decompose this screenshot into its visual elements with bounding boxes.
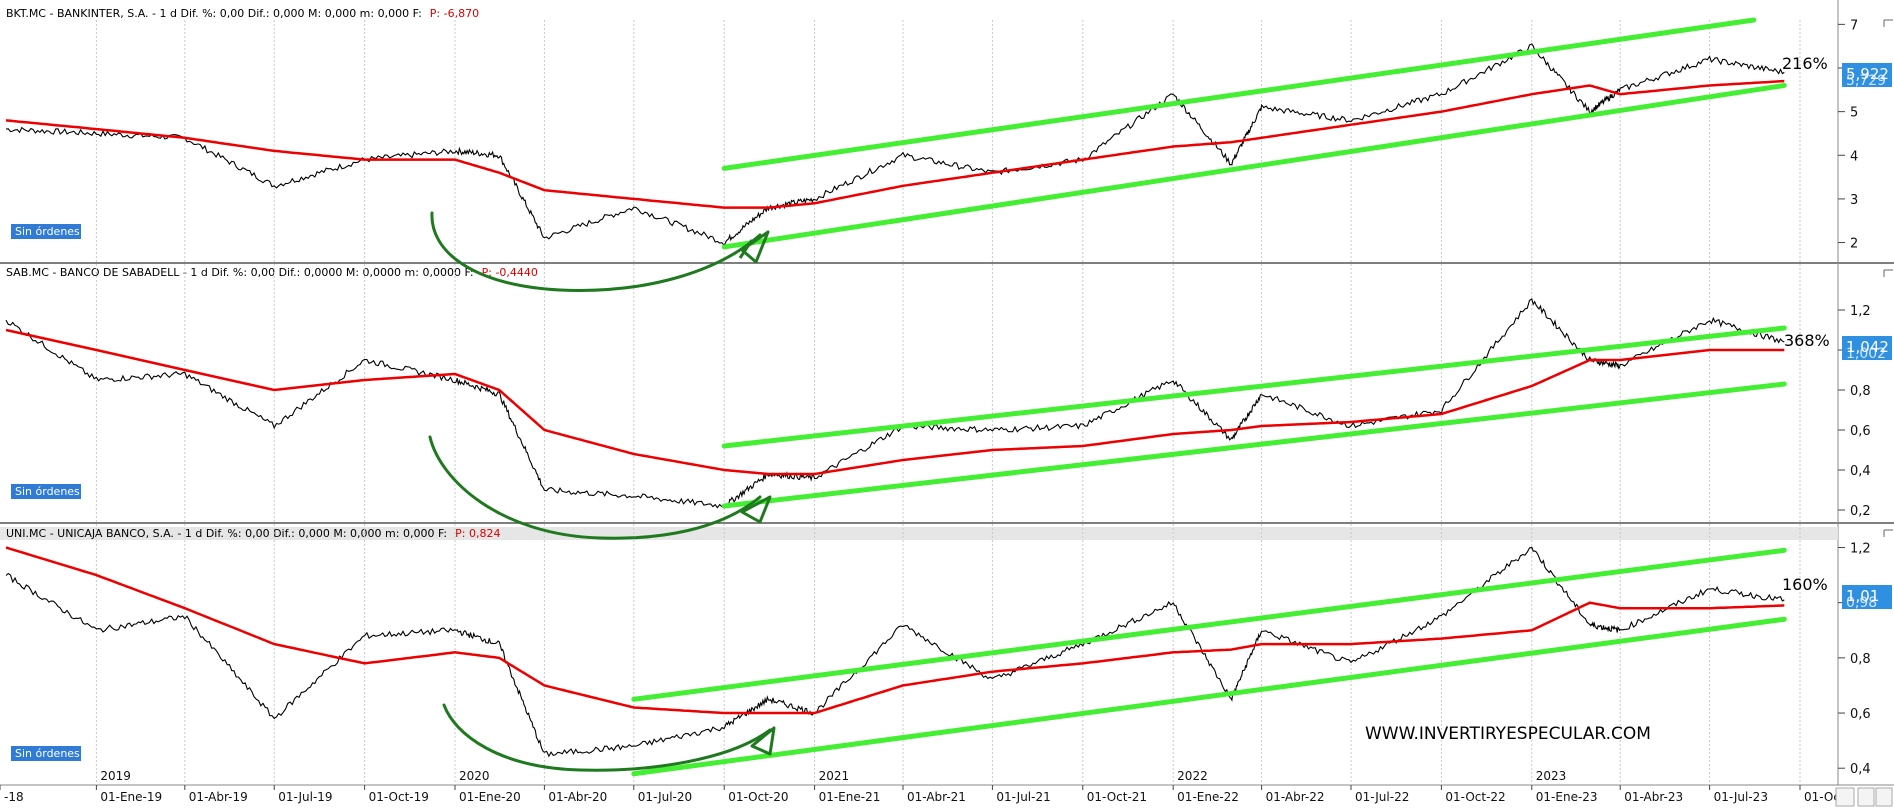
time-axis-label: 01-Oct-20 bbox=[728, 790, 788, 804]
time-axis-label: 01-Ene-19 bbox=[100, 790, 162, 804]
percent-label: 160% bbox=[1782, 575, 1828, 594]
trend-channel-upper bbox=[721, 325, 1787, 449]
last-price-tag: 0,98 1,01 bbox=[1842, 585, 1892, 611]
time-axis-label: 01-Ene-20 bbox=[459, 790, 521, 804]
orders-badge[interactable]: Sin órdenes bbox=[11, 484, 81, 499]
watermark: WWW.INVERTIRYESPECULAR.COM bbox=[1365, 724, 1651, 744]
time-axis-label: 01-Jul-23 bbox=[1714, 790, 1768, 804]
panel-maximize-icon[interactable] bbox=[1883, 529, 1893, 537]
time-axis-label: 01-Abr-21 bbox=[907, 790, 966, 804]
price-axis-label: 0,4 bbox=[1850, 464, 1871, 479]
svg-text:5,922: 5,922 bbox=[1846, 65, 1889, 83]
last-price-tag: 1,002 1,042 bbox=[1842, 336, 1892, 362]
time-axis-label: -18 bbox=[4, 790, 24, 804]
price-series-line bbox=[5, 546, 1785, 758]
scroll-controls[interactable] bbox=[1835, 787, 1893, 807]
orders-badge[interactable]: Sin órdenes bbox=[11, 224, 81, 239]
orders-badge[interactable]: Sin órdenes bbox=[11, 746, 81, 761]
time-axis-label: 01-Abr-23 bbox=[1624, 790, 1683, 804]
price-axis-label: 5 bbox=[1850, 106, 1858, 121]
price-axis-label: 7 bbox=[1850, 18, 1858, 33]
year-label: 2021 bbox=[819, 769, 850, 783]
price-axis-label: 0,4 bbox=[1850, 762, 1871, 777]
svg-text:1,002: 1,002 bbox=[1846, 346, 1886, 362]
percent-label: 368% bbox=[1784, 331, 1830, 350]
panel-title-bkt: BKT.MC - BANKINTER, S.A. - 1 d Dif. %: 0… bbox=[6, 7, 479, 20]
annotation-arrow-icon bbox=[750, 726, 776, 756]
time-axis-label: 01-Oct-21 bbox=[1087, 790, 1147, 804]
moving-average-line bbox=[5, 328, 1785, 476]
annotation-layer bbox=[428, 211, 776, 772]
time-axis-label: 01-Ene-23 bbox=[1536, 790, 1598, 804]
year-label: 2020 bbox=[459, 769, 490, 783]
moving-average-line bbox=[5, 79, 1785, 209]
svg-text:Sin órdenes: Sin órdenes bbox=[15, 225, 80, 238]
grid-layer bbox=[95, 20, 1801, 785]
price-axis-label: 1,2 bbox=[1850, 304, 1871, 319]
trend-channel-lower bbox=[721, 82, 1787, 250]
svg-text:5,729: 5,729 bbox=[1846, 73, 1886, 89]
moving-average-line bbox=[5, 546, 1785, 715]
annotation-arrow-icon bbox=[740, 495, 772, 524]
trend-channel-lower bbox=[631, 616, 1787, 777]
time-axis-label: 01-Jul-22 bbox=[1355, 790, 1409, 804]
panel-maximize-icon[interactable] bbox=[1883, 19, 1893, 27]
time-axis-label: 01-Jul-19 bbox=[278, 790, 332, 804]
panel-title-sab: SAB.MC - BANCO DE SABADELL - 1 d Dif. %:… bbox=[6, 266, 538, 279]
series-layer bbox=[5, 17, 1787, 777]
trend-channel-upper bbox=[721, 17, 1757, 171]
trend-channel-upper bbox=[631, 547, 1787, 702]
time-axis-label: 01-Abr-22 bbox=[1266, 790, 1325, 804]
price-axis-label: 0,6 bbox=[1850, 424, 1871, 439]
panel-header-bar bbox=[0, 527, 1838, 540]
price-axis-label: 0,2 bbox=[1850, 504, 1871, 519]
time-axis-label: 01-Jul-21 bbox=[996, 790, 1050, 804]
svg-text:Sin órdenes: Sin órdenes bbox=[15, 485, 80, 498]
annotation-curve bbox=[430, 211, 762, 292]
price-axis-label: 0,8 bbox=[1850, 384, 1871, 399]
annotation-curve bbox=[428, 435, 762, 540]
price-axis-label: 0,6 bbox=[1850, 707, 1871, 722]
year-label: 2022 bbox=[1177, 769, 1208, 783]
price-axis-label: 3 bbox=[1850, 193, 1858, 208]
time-axis-label: 01-Oct-19 bbox=[369, 790, 429, 804]
price-axis-label: 2 bbox=[1850, 237, 1858, 252]
svg-text:0,98: 0,98 bbox=[1846, 595, 1877, 611]
svg-text:1,01: 1,01 bbox=[1846, 587, 1879, 605]
time-axis-layer: -18 01-Ene-19 01-Abr-19 01-Jul-19 01-Oct-19 0… bbox=[0, 769, 1849, 804]
panel-title-uni: UNI.MC - UNICAJA BANCO, S.A. - 1 d Dif. … bbox=[6, 527, 500, 540]
time-axis-label: 01-Oct-22 bbox=[1445, 790, 1505, 804]
annotation-arrow-icon bbox=[738, 230, 770, 264]
last-price-tag: 5,729 5,922 bbox=[1842, 63, 1892, 89]
time-axis-label: 01-Ene-21 bbox=[819, 790, 881, 804]
trend-channel-lower bbox=[721, 381, 1787, 509]
time-axis-label: 01-Ene-22 bbox=[1177, 790, 1239, 804]
panel-maximize-icon[interactable] bbox=[1883, 269, 1893, 277]
time-axis-label: 01-Jul-20 bbox=[638, 790, 692, 804]
year-label: 2019 bbox=[100, 769, 131, 783]
svg-text:1,042: 1,042 bbox=[1846, 338, 1889, 356]
annotation-curve bbox=[442, 703, 772, 772]
svg-text:Sin órdenes: Sin órdenes bbox=[15, 747, 80, 760]
price-axis-label: 1,2 bbox=[1850, 542, 1871, 557]
year-label: 2023 bbox=[1536, 769, 1567, 783]
percent-label: 216% bbox=[1782, 54, 1828, 73]
time-axis-label: 01-Abr-20 bbox=[548, 790, 607, 804]
price-axis-label: 0,8 bbox=[1850, 652, 1871, 667]
price-axis-label: 4 bbox=[1850, 149, 1858, 164]
time-axis-label: 01-Abr-19 bbox=[189, 790, 248, 804]
